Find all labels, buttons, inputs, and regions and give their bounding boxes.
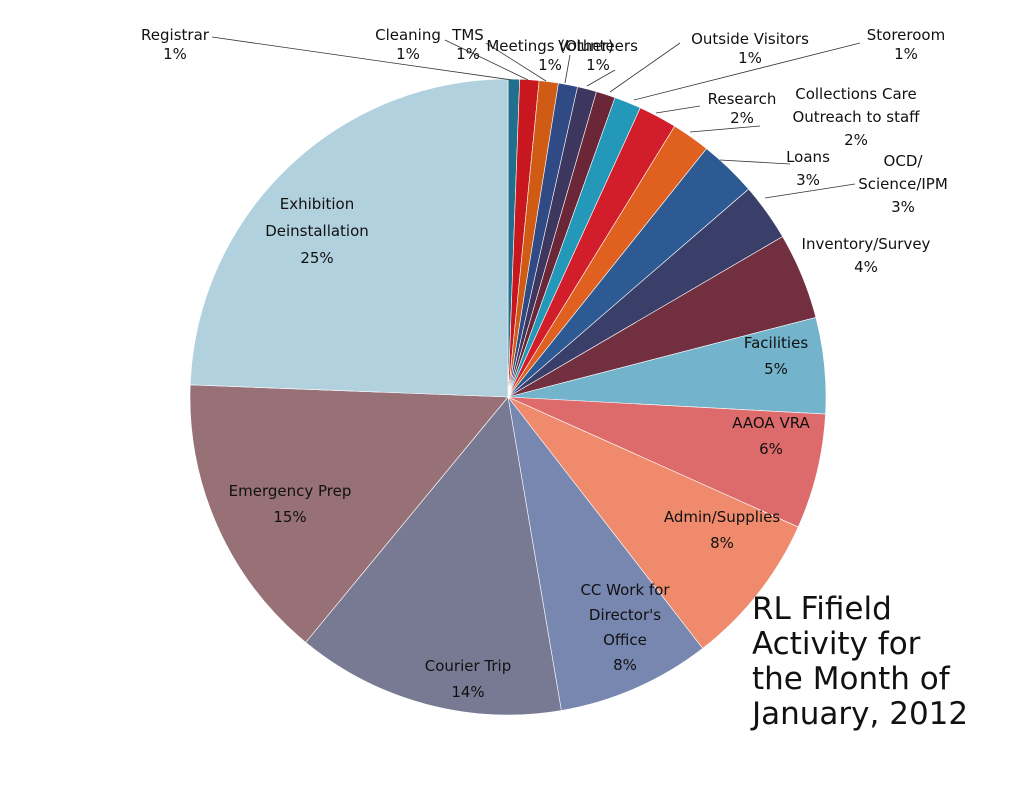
- pie-slice-courier-trip: [305, 396, 562, 716]
- slice-label-line: 1%: [538, 56, 562, 74]
- slice-label: Inventory/Survey 4%: [802, 235, 931, 276]
- leader-line: [211, 36, 513, 81]
- slice-label: Emergency Prep 15%: [229, 482, 352, 526]
- leader-line: [689, 125, 761, 133]
- slice-label-line: Courier Trip: [425, 657, 511, 675]
- slice-label-line: 8%: [710, 534, 734, 552]
- slice-label-line: Volunteers: [558, 37, 638, 55]
- leader-line: [485, 42, 547, 82]
- slice-label: Cleaning 1%: [375, 26, 441, 63]
- leader-line: [655, 105, 701, 114]
- chart-title-line: Activity for: [752, 626, 921, 662]
- slice-label-line: 5%: [764, 360, 788, 378]
- leader-line: [564, 54, 571, 84]
- slice-label-line: 1%: [586, 56, 610, 74]
- slice-label-line: Outreach to staff: [792, 108, 920, 126]
- pie-slice-cc-work-for-director-s-office: [507, 396, 704, 711]
- slice-label: OCD/Science/IPM 3%: [858, 152, 948, 216]
- slice-label-line: OCD/: [884, 152, 924, 170]
- slice-label-line: 6%: [759, 440, 783, 458]
- chart-title-line: the Month of: [752, 661, 950, 697]
- slice-label-line: 1%: [894, 45, 918, 63]
- slice-label-line: 25%: [300, 249, 333, 267]
- leader-line: [633, 42, 861, 101]
- slice-label-line: 2%: [730, 109, 754, 127]
- slice-label-line: 4%: [854, 258, 878, 276]
- slice-label-line: Collections Care: [795, 85, 917, 103]
- pie-slice-exhibition-deinstallation: [189, 78, 509, 398]
- slice-label: Storeroom 1%: [867, 26, 945, 63]
- pie-slices: [189, 78, 827, 716]
- slice-label-line: Office: [603, 631, 647, 649]
- slice-label: Registrar 1%: [141, 26, 210, 63]
- slice-label-line: Exhibition: [280, 195, 354, 213]
- slice-label: CC Work for Director's Office 8%: [580, 581, 670, 674]
- slice-label: Facilities 5%: [744, 334, 808, 378]
- slice-label-line: Cleaning: [375, 26, 441, 44]
- chart-title: RL Fifield Activity for the Month of Jan…: [752, 592, 1022, 732]
- slice-label-line: 14%: [451, 683, 484, 701]
- pie-slice-emergency-prep: [189, 384, 509, 643]
- slice-label-line: 3%: [891, 198, 915, 216]
- slice-label: Loans 3%: [786, 148, 830, 189]
- slice-label: Admin/Supplies 8%: [664, 508, 780, 552]
- slice-label: Courier Trip 14%: [425, 657, 511, 701]
- slice-label-line: 3%: [796, 171, 820, 189]
- slice-label: Collections Care Outreach to staff 2%: [792, 85, 920, 149]
- slice-label: Volunteers 1%: [558, 37, 638, 74]
- leader-lines: [211, 36, 861, 199]
- slice-label-line: 8%: [613, 656, 637, 674]
- slice-label-line: CC Work for: [580, 581, 670, 599]
- slice-labels: Registrar 1%Cleaning 1%TMS 1% Meetings (Othe…: [141, 26, 948, 701]
- slice-label-line: TMS: [451, 26, 484, 44]
- slice-label-line: 1%: [396, 45, 420, 63]
- slice-label-line: AAOA VRA: [732, 414, 810, 432]
- slice-label-line: Meetings (Other): [486, 37, 613, 55]
- slice-label-line: Loans: [786, 148, 830, 166]
- chart-title-line: RL Fifield: [752, 591, 892, 627]
- leader-line: [719, 159, 791, 165]
- slice-label: TMS 1%: [451, 26, 484, 63]
- slice-label-line: Emergency Prep: [229, 482, 352, 500]
- slice-label-line: Science/IPM: [858, 175, 948, 193]
- slice-label-line: Facilities: [744, 334, 808, 352]
- slice-label-line: Registrar: [141, 26, 210, 44]
- slice-label-line: Research: [708, 90, 777, 108]
- leader-line: [609, 42, 681, 93]
- slice-label-line: 2%: [844, 131, 868, 149]
- slice-label: Research 2%: [708, 90, 777, 127]
- slice-label: Outside Visitors 1%: [691, 30, 809, 67]
- slice-label: AAOA VRA 6%: [732, 414, 810, 458]
- slice-label-line: Storeroom: [867, 26, 945, 44]
- leader-line: [764, 183, 856, 199]
- slice-label-line: Deinstallation: [265, 222, 369, 240]
- slice-label-line: Outside Visitors: [691, 30, 809, 48]
- slice-label-line: 1%: [456, 45, 480, 63]
- leader-line: [586, 69, 616, 87]
- pie-slice-admin-supplies: [507, 396, 799, 649]
- slice-label-line: 1%: [163, 45, 187, 63]
- slice-label-line: Inventory/Survey: [802, 235, 931, 253]
- slice-label-line: 15%: [273, 508, 306, 526]
- slice-label-line: 1%: [738, 49, 762, 67]
- slice-label: Meetings (Other) 1%: [486, 37, 613, 74]
- slice-label: Exhibition Deinstallation 25%: [265, 195, 369, 267]
- slice-label-line: Director's: [589, 606, 661, 624]
- chart-title-line: January, 2012: [752, 696, 969, 732]
- slice-label-line: Admin/Supplies: [664, 508, 780, 526]
- leader-line: [444, 39, 529, 81]
